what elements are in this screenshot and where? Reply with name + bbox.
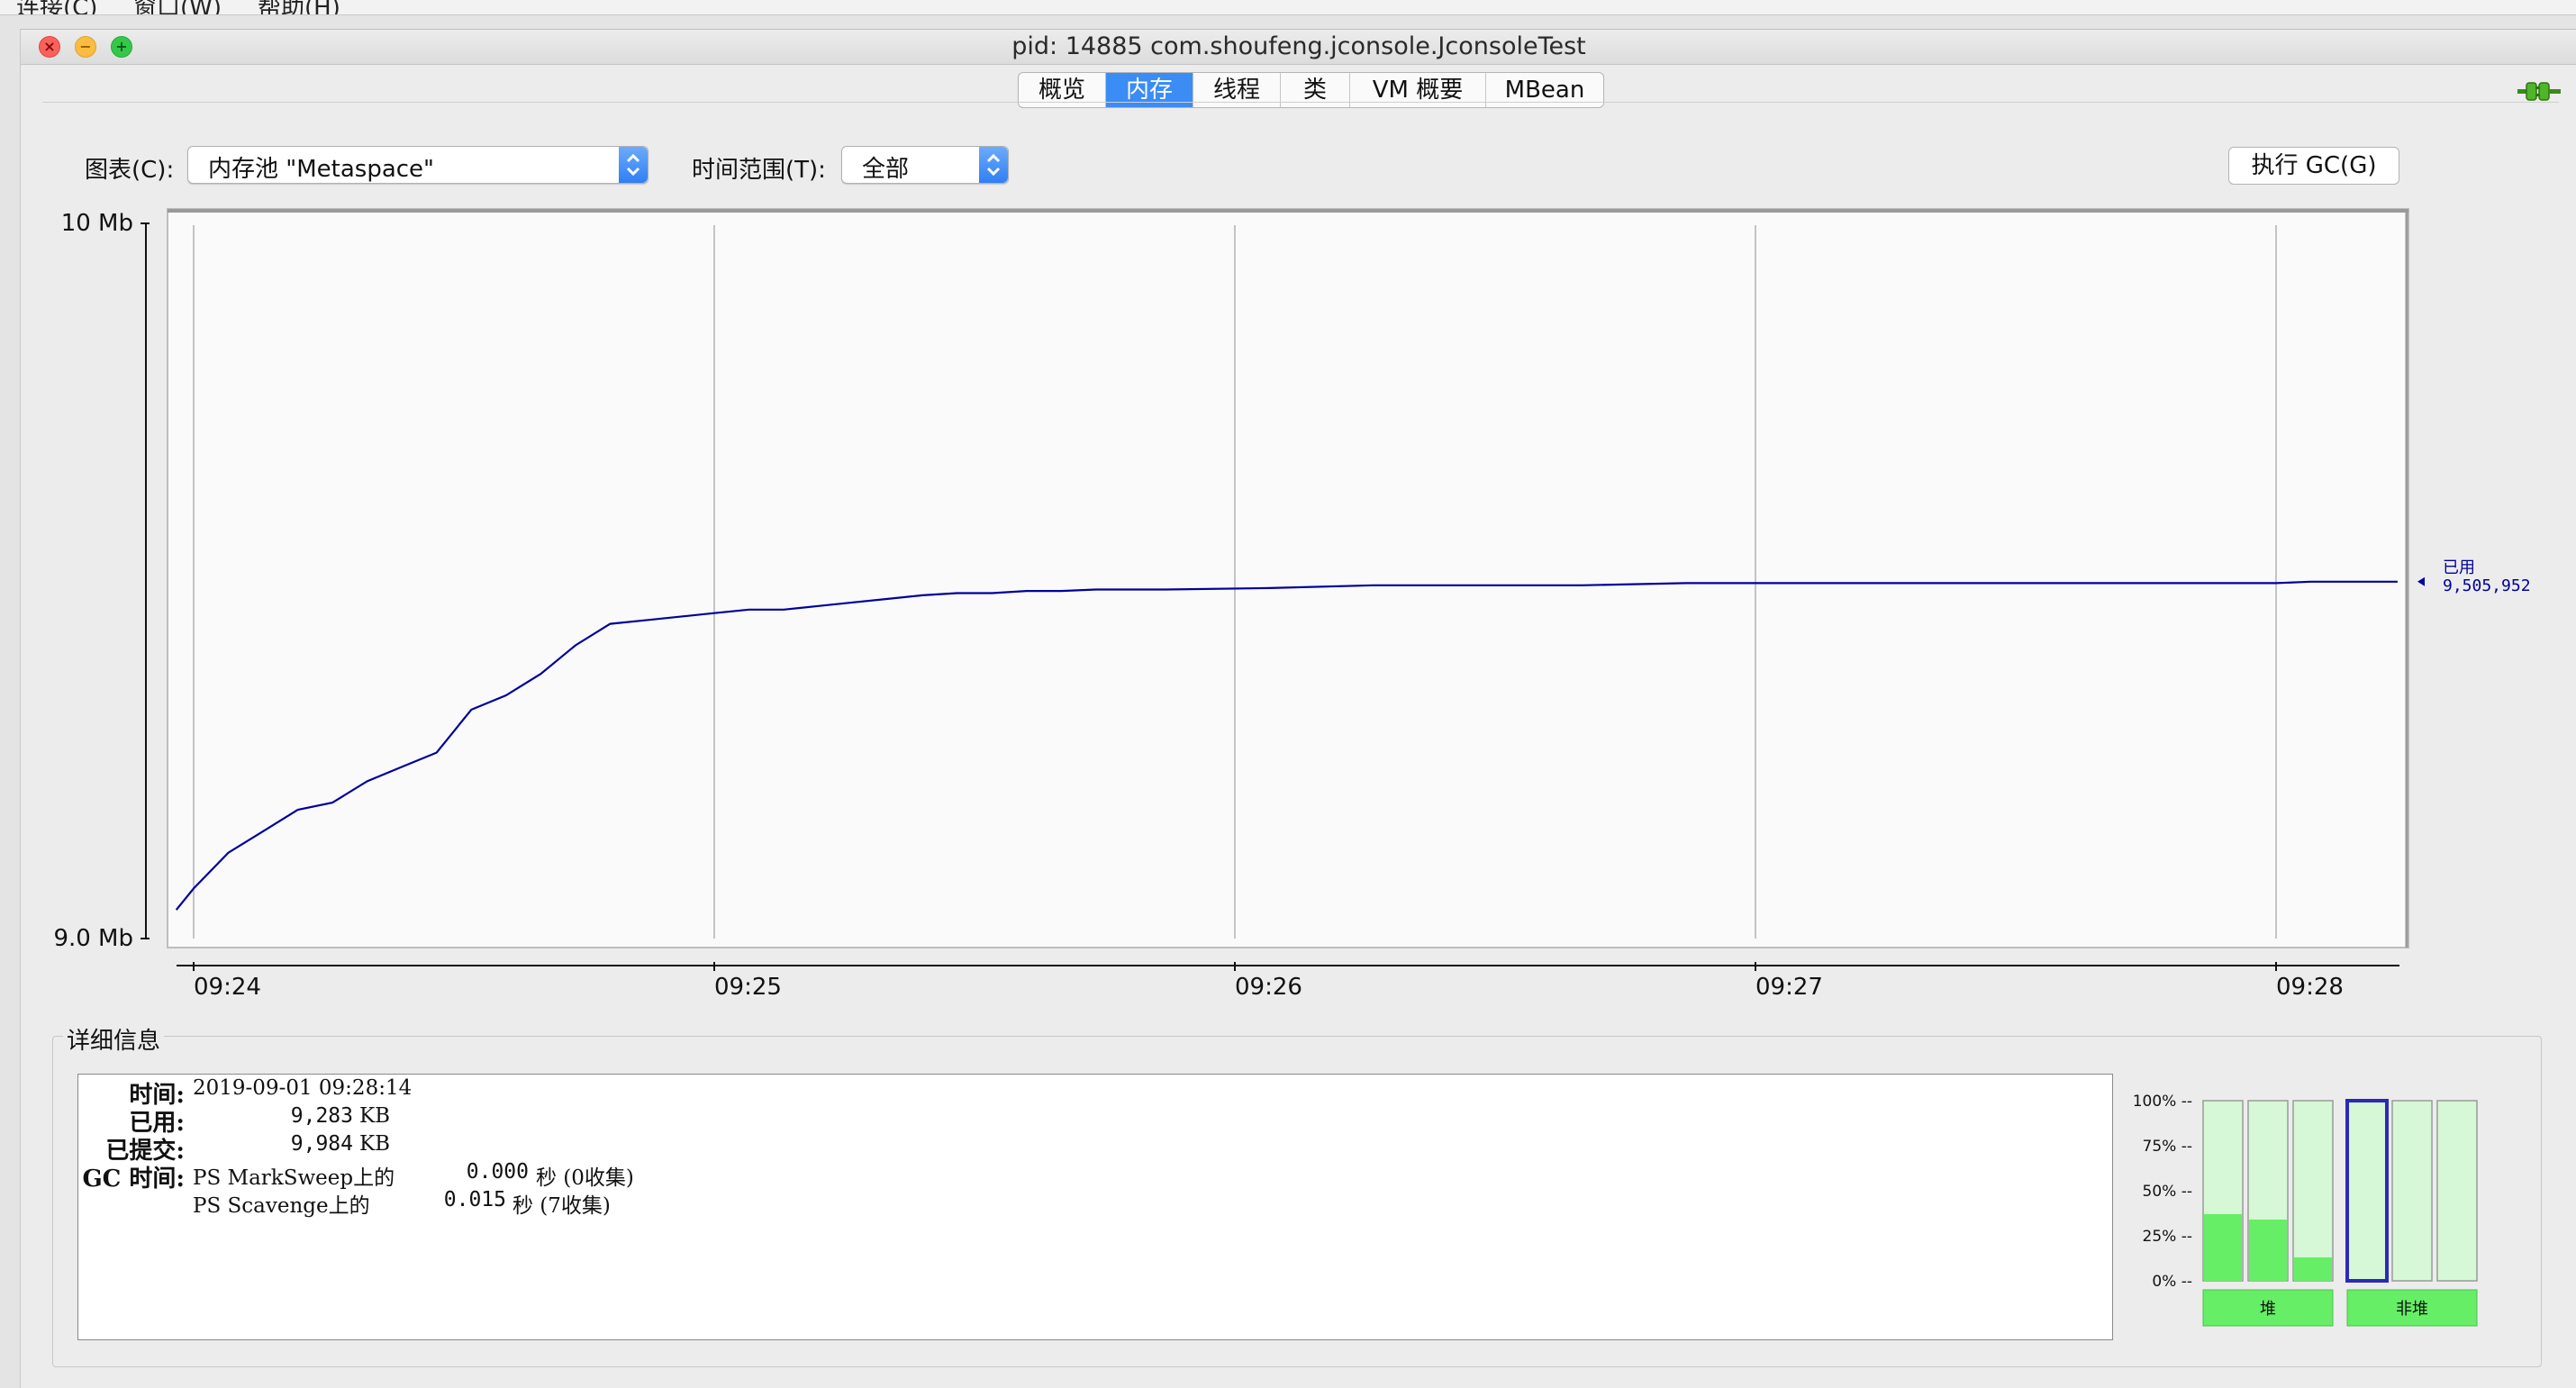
x-gridlines: [193, 225, 2277, 939]
memory-panel: [42, 102, 2559, 1382]
tab-classes[interactable]: 类: [1281, 73, 1350, 107]
details-group: [52, 1036, 2542, 1367]
connection-plug-icon: [2517, 82, 2561, 101]
series-end-marker: [2417, 576, 2425, 586]
chevron-updown-icon: [619, 147, 648, 183]
tab-threads[interactable]: 线程: [1193, 73, 1281, 107]
memory-chart: 10 Mb 9.0 Mb 09:24 09:25 09:26 09:27 09:28 已…: [53, 208, 2531, 1001]
menu-connect[interactable]: 连接(C): [16, 0, 98, 15]
heap-label: 堆: [2260, 1300, 2276, 1319]
pool-bar-fill: [2204, 1214, 2242, 1281]
pool-bars: [2202, 1099, 2478, 1283]
x-tick-label: 09:27: [1755, 974, 1823, 1001]
tab-overview[interactable]: 概览: [1019, 73, 1106, 107]
gc1-name: PS MarkSweep上的: [193, 1166, 395, 1190]
detail-row-committed: 已提交: 9,984 KB: [78, 1132, 799, 1165]
time-key: 时间:: [129, 1082, 185, 1109]
details-box: 时间: 2019-09-01 09:28:14 已用: 9,283 KB 已提交…: [77, 1074, 2113, 1340]
x-tick-label: 09:24: [194, 974, 261, 1001]
detail-row-time: 时间: 2019-09-01 09:28:14: [78, 1076, 799, 1109]
close-icon[interactable]: ×: [39, 36, 60, 58]
pool-tick-label: 0% --: [2152, 1273, 2192, 1291]
minimize-icon[interactable]: −: [75, 36, 96, 58]
pool-bar[interactable]: [2436, 1100, 2478, 1282]
menu-bar: 连接(C) 窗口(W) 帮助(H): [0, 0, 2576, 15]
chart-selector-value: 内存池 "Metaspace": [208, 156, 435, 183]
gc-time-key: GC 时间:: [82, 1166, 185, 1193]
menu-help[interactable]: 帮助(H): [258, 0, 340, 15]
pool-bar[interactable]: [2345, 1099, 2389, 1283]
chart-selector-label: 图表(C):: [85, 157, 175, 184]
gc2-time: 0.015: [443, 1188, 506, 1211]
window-titlebar[interactable]: × − + pid: 14885 com.shoufeng.jconsole.J…: [21, 30, 2576, 65]
perform-gc-button[interactable]: 执行 GC(G): [2228, 147, 2399, 185]
used-unit: KB: [359, 1104, 391, 1128]
chart-selector-dropdown[interactable]: 内存池 "Metaspace": [187, 146, 649, 184]
tab-memory[interactable]: 内存: [1106, 73, 1193, 107]
nonheap-label: 非堆: [2396, 1300, 2428, 1319]
time-range-value: 全部: [862, 156, 910, 183]
x-tick-label: 09:26: [1235, 974, 1302, 1001]
y-tick-label-min: 9.0 Mb: [53, 925, 133, 952]
series-value-used: 9,505,952: [2443, 576, 2531, 595]
x-tick-label: 09:28: [2276, 974, 2344, 1001]
tab-mbean[interactable]: MBean: [1504, 77, 1585, 104]
used-key: 已用:: [129, 1110, 185, 1137]
chevron-updown-icon: [979, 147, 1008, 183]
detail-row-used: 已用: 9,283 KB: [78, 1104, 799, 1137]
maximize-icon[interactable]: +: [111, 36, 132, 58]
gc1-unit: 秒 (0收集): [536, 1166, 634, 1190]
gc2-name: PS Scavenge上的: [193, 1194, 370, 1218]
pool-tick-label: 100% --: [2133, 1093, 2192, 1111]
memory-pool-bars: 100% -- 75% -- 50% -- 25% -- 0% -- 堆 非堆: [2133, 1093, 2478, 1327]
details-title: 详细信息: [63, 1022, 165, 1056]
time-range-dropdown[interactable]: 全部: [841, 146, 1009, 184]
pool-bar-fill: [2294, 1257, 2332, 1281]
detail-row-gc2: PS Scavenge上的 0.015 秒 (7收集): [78, 1188, 799, 1218]
detail-row-gc1: GC 时间: PS MarkSweep上的 0.000 秒 (0收集): [78, 1160, 799, 1193]
time-value: 2019-09-01 09:28:14: [193, 1076, 413, 1100]
plot-area: [167, 208, 2409, 948]
tab-vm-summary[interactable]: VM 概要: [1350, 73, 1486, 107]
committed-key: 已提交:: [105, 1138, 185, 1165]
pool-bar-fill: [2249, 1220, 2287, 1281]
time-range-label: 时间范围(T):: [692, 157, 826, 184]
heap-button: [2202, 1289, 2334, 1327]
pool-percent-ticks: 100% -- 75% -- 50% -- 25% -- 0% --: [2133, 1093, 2192, 1291]
x-tick-label: 09:25: [714, 974, 782, 1001]
used-value: 9,283: [290, 1104, 353, 1128]
pool-tick-label: 50% --: [2143, 1183, 2192, 1201]
pool-tick-label: 75% --: [2143, 1138, 2192, 1156]
pool-tick-label: 25% --: [2143, 1228, 2192, 1246]
series-line-used: [175, 580, 2398, 911]
series-label-used: 已用: [2443, 558, 2475, 577]
committed-unit: KB: [359, 1132, 391, 1156]
pool-bar[interactable]: [2391, 1100, 2433, 1282]
y-tick-label-max: 10 Mb: [61, 210, 133, 237]
gc1-time: 0.000: [466, 1160, 529, 1184]
gc2-unit: 秒 (7收集): [512, 1194, 611, 1218]
committed-value: 9,984: [290, 1132, 353, 1156]
nonheap-button: [2346, 1289, 2478, 1327]
window-title: pid: 14885 com.shoufeng.jconsole.Jconsol…: [1011, 32, 1586, 60]
x-ticks: 09:24 09:25 09:26 09:27 09:28: [193, 962, 2344, 1001]
pool-bar[interactable]: [2292, 1100, 2334, 1282]
menu-window[interactable]: 窗口(W): [133, 0, 222, 15]
